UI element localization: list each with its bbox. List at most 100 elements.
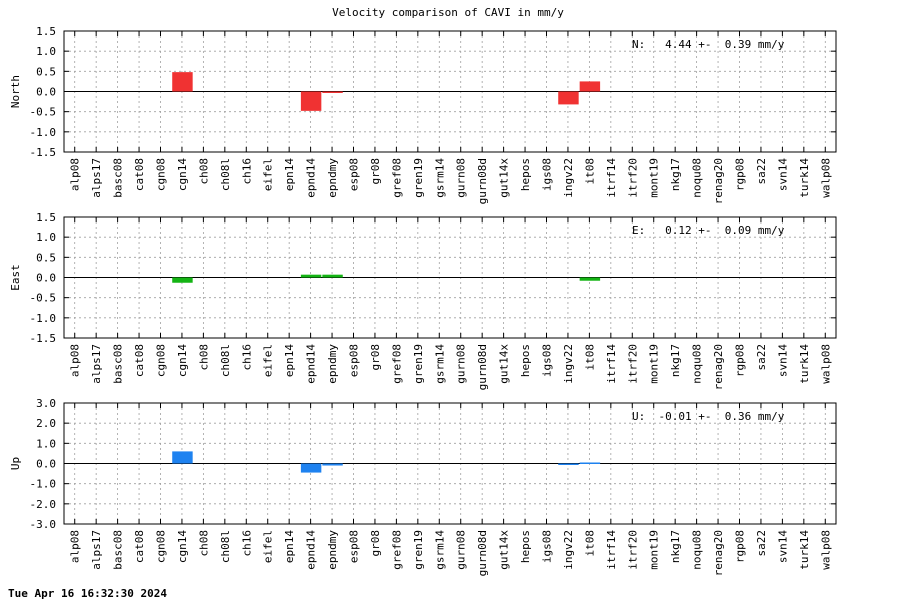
category-label: walp08 xyxy=(819,344,832,384)
stats-annotation: U: -0.01 +- 0.36 mm/y xyxy=(632,410,785,423)
category-label: epndmy xyxy=(326,530,339,570)
category-label: gurn08 xyxy=(455,530,468,570)
category-label: gurn08d xyxy=(476,158,489,204)
category-label: epnd14 xyxy=(305,344,318,384)
category-label: ch08l xyxy=(219,530,232,563)
bar-epndmy xyxy=(322,274,343,278)
chart-title: Velocity comparison of CAVI in mm/y xyxy=(332,6,564,19)
category-label: cgn08 xyxy=(155,344,168,377)
category-label: mont19 xyxy=(648,530,661,570)
y-tick-label: 1.0 xyxy=(36,231,56,244)
category-label: epndmy xyxy=(326,344,339,384)
category-label: noqu08 xyxy=(691,344,704,384)
y-tick-label: -0.5 xyxy=(30,292,57,305)
category-label: igs08 xyxy=(541,158,554,191)
category-label: renag20 xyxy=(712,158,725,204)
category-label: epn14 xyxy=(283,158,296,191)
category-label: ch16 xyxy=(240,530,253,557)
category-label: igs08 xyxy=(541,344,554,377)
bar-epndmy xyxy=(322,463,343,466)
bar-cgn14 xyxy=(172,451,193,464)
y-tick-label: 1.0 xyxy=(36,45,56,58)
category-label: renag20 xyxy=(712,344,725,390)
category-label: nkg17 xyxy=(669,530,682,563)
category-label: gut14x xyxy=(498,158,511,198)
category-label: gren19 xyxy=(412,158,425,198)
y-tick-label: 2.0 xyxy=(36,417,56,430)
category-label: basc08 xyxy=(112,158,125,198)
category-label: mont19 xyxy=(648,158,661,198)
category-label: ch08l xyxy=(219,158,232,191)
y-tick-label: -1.0 xyxy=(30,312,57,325)
category-label: eifel xyxy=(262,530,275,563)
y-tick-label: -1.5 xyxy=(30,146,57,159)
category-label: gr08 xyxy=(369,158,382,185)
category-label: basc08 xyxy=(112,344,125,384)
category-label: cat08 xyxy=(133,344,146,377)
category-label: cgn08 xyxy=(155,530,168,563)
bar-epnd14 xyxy=(300,274,322,278)
category-label: gurn08d xyxy=(476,344,489,390)
category-label: itrf14 xyxy=(605,530,618,570)
y-tick-label: -3.0 xyxy=(30,518,57,531)
y-tick-label: -1.0 xyxy=(30,126,57,139)
y-tick-label: 0.0 xyxy=(36,272,56,285)
category-label: svn14 xyxy=(776,530,789,563)
category-label: cgn14 xyxy=(176,158,189,191)
category-label: igs08 xyxy=(541,530,554,563)
bar-it08 xyxy=(579,277,601,281)
category-label: hepos xyxy=(519,344,532,377)
category-label: eifel xyxy=(262,344,275,377)
bar-epnd14 xyxy=(300,91,322,111)
y-tick-label: -2.0 xyxy=(30,498,57,511)
category-label: gut14x xyxy=(498,344,511,384)
y-tick-label: -1.0 xyxy=(30,478,57,491)
y-tick-label: 1.0 xyxy=(36,437,56,450)
y-tick-label: 1.5 xyxy=(36,211,56,224)
plot-frame xyxy=(63,216,837,339)
bar-epnd14 xyxy=(300,463,322,473)
category-label: cgn08 xyxy=(155,158,168,191)
category-label: svn14 xyxy=(776,344,789,377)
bar-ingv22 xyxy=(558,463,579,465)
category-label: cgn14 xyxy=(176,344,189,377)
bar-cgn14 xyxy=(172,72,193,92)
category-label: walp08 xyxy=(819,158,832,198)
panel-east: 1.5 1.0 0.5 0.0 -0.5 -1.0 -1.5 alp08 alps17 basc0… xyxy=(9,211,837,390)
category-label: itrf20 xyxy=(626,530,639,570)
category-label: epn14 xyxy=(283,344,296,377)
category-label: rgp08 xyxy=(734,344,747,377)
category-label: renag20 xyxy=(712,530,725,576)
category-label: epnd14 xyxy=(305,530,318,570)
timestamp: Tue Apr 16 16:32:30 2024 xyxy=(8,587,167,600)
y-tick-label: -1.5 xyxy=(30,332,57,345)
category-label: it08 xyxy=(583,530,596,557)
category-label: gref08 xyxy=(390,530,403,570)
plot-frame xyxy=(63,402,837,525)
bar-cgn14 xyxy=(172,277,193,283)
category-label: gref08 xyxy=(390,158,403,198)
category-label: ch16 xyxy=(240,344,253,371)
category-label: it08 xyxy=(583,158,596,185)
category-label: gsrm14 xyxy=(433,344,446,384)
category-label: ch08 xyxy=(197,344,210,371)
category-label: rgp08 xyxy=(734,530,747,563)
category-label: gr08 xyxy=(369,344,382,371)
category-label: alps17 xyxy=(90,530,103,570)
stats-annotation: N: 4.44 +- 0.39 mm/y xyxy=(632,38,785,51)
category-label: gurn08 xyxy=(455,158,468,198)
category-label: ingv22 xyxy=(562,344,575,384)
category-label: rgp08 xyxy=(734,158,747,191)
category-label: epn14 xyxy=(283,530,296,563)
category-label: basc08 xyxy=(112,530,125,570)
category-label: itrf20 xyxy=(626,344,639,384)
y-tick-label: 3.0 xyxy=(36,397,56,410)
category-label: alps17 xyxy=(90,158,103,198)
panel-north: 1.5 1.0 0.5 0.0 -0.5 -1.0 -1.5 alp08 alps17 basc0… xyxy=(9,25,837,204)
category-label: turk14 xyxy=(798,530,811,570)
stats-annotation: E: 0.12 +- 0.09 mm/y xyxy=(632,224,785,237)
category-label: ch08 xyxy=(197,158,210,185)
category-label: ch08 xyxy=(197,530,210,557)
category-label: ch16 xyxy=(240,158,253,185)
